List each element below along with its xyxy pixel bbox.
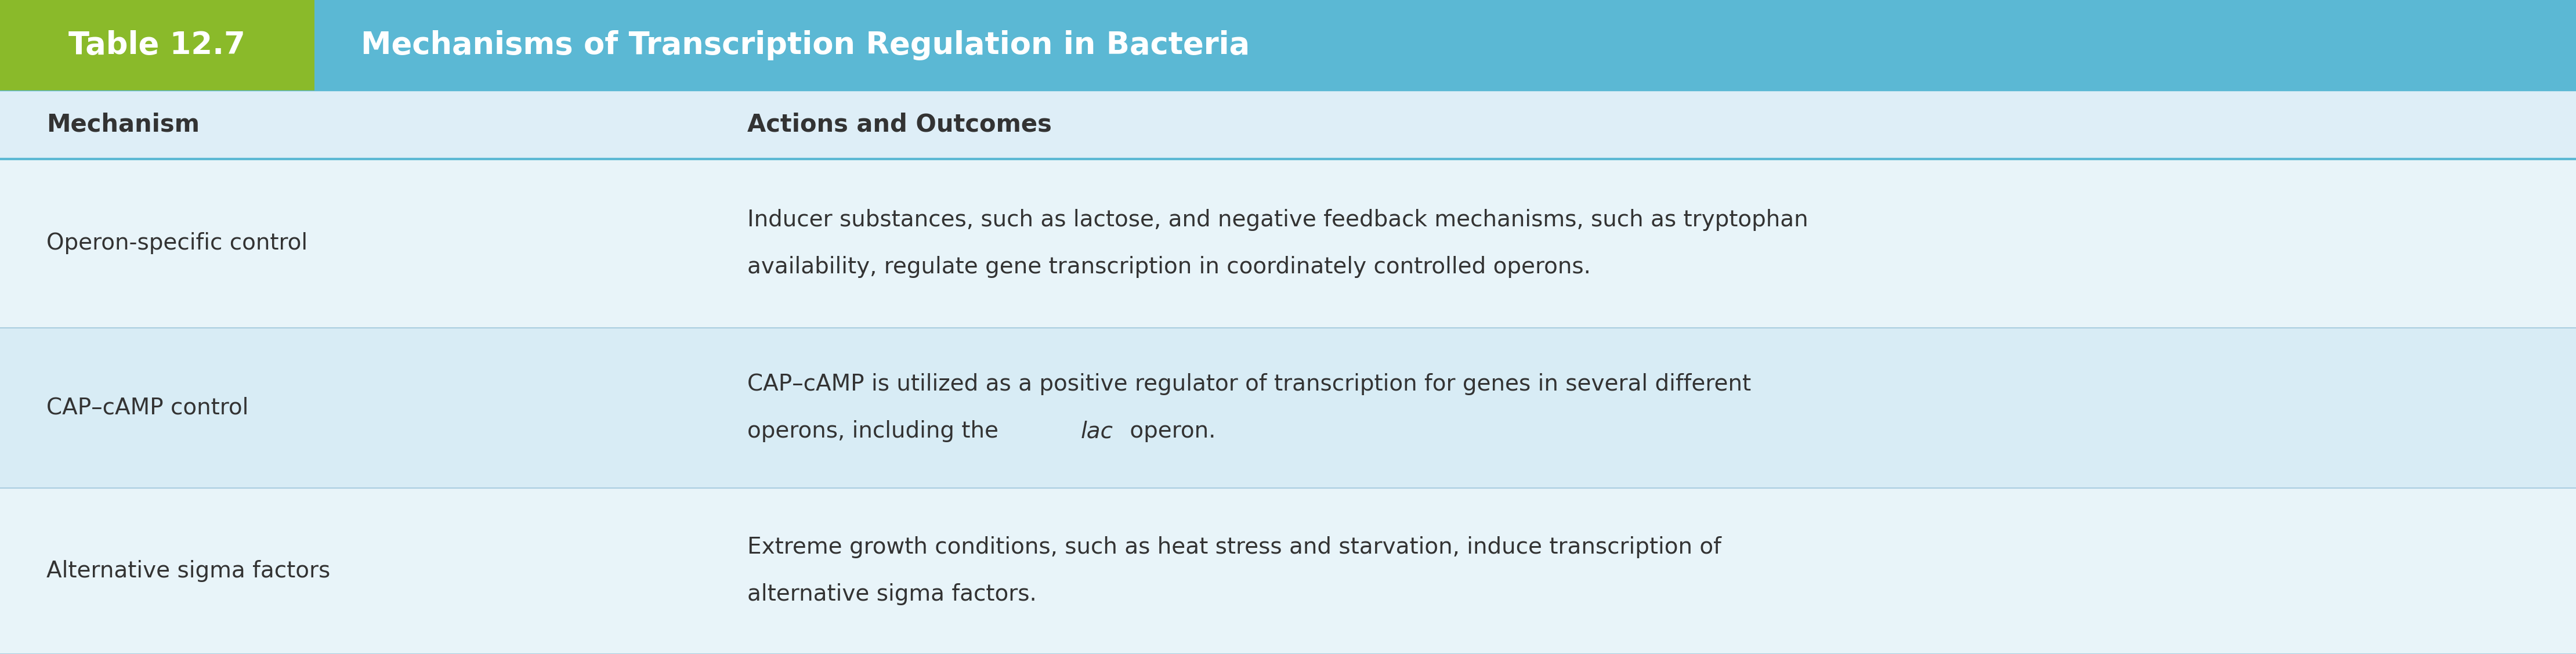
Text: availability, regulate gene transcription in coordinately controlled operons.: availability, regulate gene transcriptio… bbox=[747, 256, 1589, 278]
Text: Actions and Outcomes: Actions and Outcomes bbox=[747, 112, 1051, 137]
Text: Alternative sigma factors: Alternative sigma factors bbox=[46, 560, 330, 582]
Text: alternative sigma factors.: alternative sigma factors. bbox=[747, 583, 1036, 606]
Text: lac: lac bbox=[1079, 421, 1113, 442]
FancyBboxPatch shape bbox=[0, 488, 2576, 654]
Text: Inducer substances, such as lactose, and negative feedback mechanisms, such as t: Inducer substances, such as lactose, and… bbox=[747, 209, 1808, 231]
FancyBboxPatch shape bbox=[0, 328, 2576, 488]
Text: Table 12.7: Table 12.7 bbox=[70, 30, 245, 60]
Text: Operon-specific control: Operon-specific control bbox=[46, 232, 307, 254]
Text: CAP–cAMP is utilized as a positive regulator of transcription for genes in sever: CAP–cAMP is utilized as a positive regul… bbox=[747, 373, 1752, 395]
Text: operons, including the: operons, including the bbox=[747, 421, 1005, 442]
FancyBboxPatch shape bbox=[0, 0, 314, 90]
FancyBboxPatch shape bbox=[314, 0, 2576, 90]
Text: Extreme growth conditions, such as heat stress and starvation, induce transcript: Extreme growth conditions, such as heat … bbox=[747, 536, 1721, 559]
Text: CAP–cAMP control: CAP–cAMP control bbox=[46, 397, 247, 419]
FancyBboxPatch shape bbox=[0, 90, 2576, 159]
FancyBboxPatch shape bbox=[0, 159, 2576, 328]
Text: operon.: operon. bbox=[1123, 421, 1216, 442]
Text: Mechanism: Mechanism bbox=[46, 112, 198, 137]
Text: Mechanisms of Transcription Regulation in Bacteria: Mechanisms of Transcription Regulation i… bbox=[361, 30, 1249, 60]
